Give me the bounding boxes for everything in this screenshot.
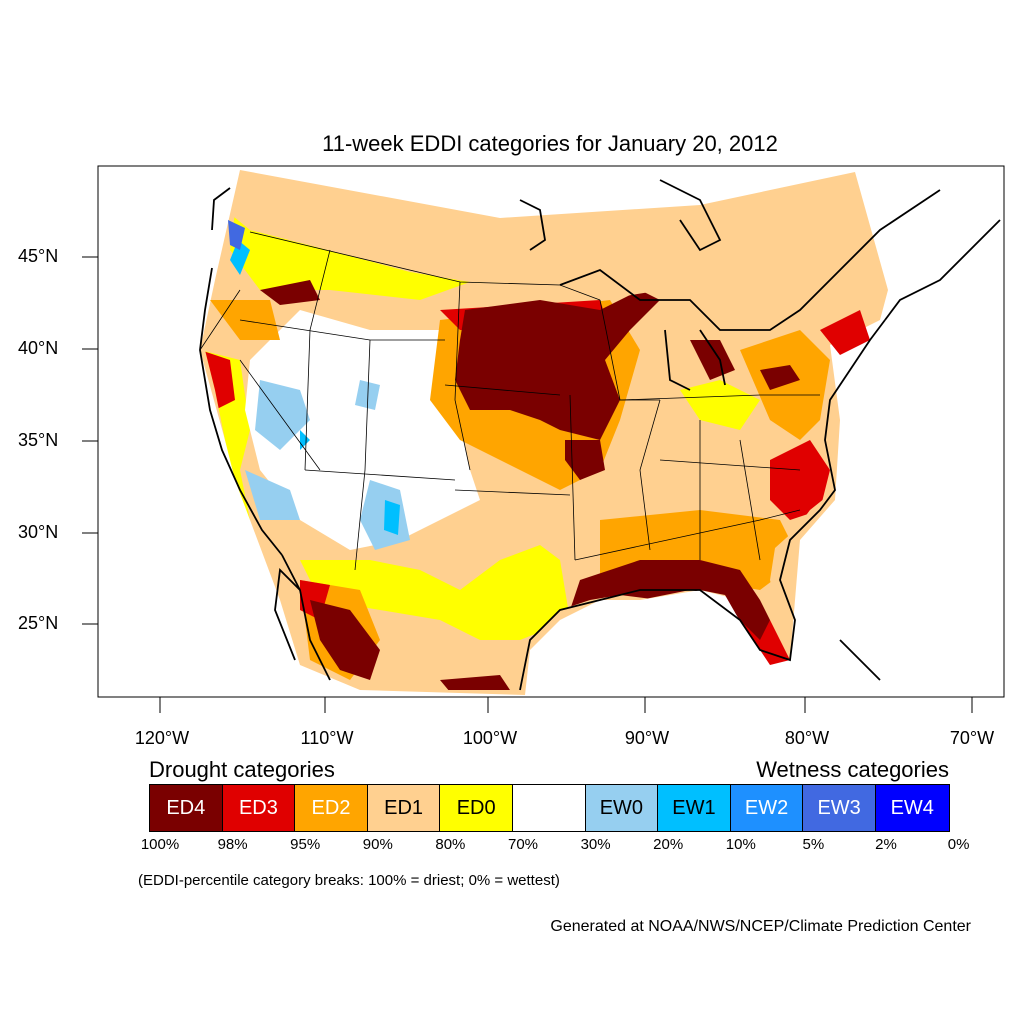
legend-swatch-ew4: EW4 (875, 785, 949, 831)
legend-swatch-ew2: EW2 (730, 785, 804, 831)
percentile-label: 2% (875, 836, 897, 853)
percentile-label: 10% (725, 836, 756, 853)
coastlines (199, 179, 1001, 691)
wetness-categories-title: Wetness categories (756, 757, 949, 782)
region-ew3 (228, 220, 245, 250)
percentile-label: 90% (362, 836, 393, 853)
lon-label: 120°W (134, 728, 190, 748)
lon-label: 80°W (784, 728, 830, 748)
lon-label: 110°W (300, 728, 354, 748)
lat-label: 45°N (18, 246, 59, 266)
credit-line: Generated at NOAA/NWS/NCEP/Climate Predi… (550, 918, 971, 935)
state-boundaries (199, 231, 820, 571)
lat-label: 30°N (18, 522, 59, 542)
lon-label: 100°W (462, 728, 518, 748)
region-ew0 (245, 380, 410, 550)
percentile-label: 0% (947, 836, 970, 853)
legend-swatch-ed3: ED3 (222, 785, 296, 831)
percentile-label: 95% (290, 836, 321, 853)
region-ed4 (260, 220, 800, 690)
lat-label: 40°N (18, 338, 59, 358)
region-ed0 (205, 212, 880, 640)
percentile-label: 5% (802, 836, 825, 853)
percentile-label: 98% (217, 836, 248, 853)
axis-ticks (82, 256, 973, 713)
lat-label: 35°N (18, 430, 59, 450)
map-title: 11-week EDDI categories for January 20, … (322, 131, 778, 156)
legend-swatch-ed1: ED1 (367, 785, 441, 831)
legend-swatch-ew3: EW3 (803, 785, 876, 831)
lon-label: 90°W (624, 728, 670, 748)
percentile-label: 20% (653, 836, 684, 853)
lat-label: 25°N (18, 613, 59, 633)
region-neutral (245, 310, 480, 550)
legend-swatch-ed0: ED0 (440, 785, 513, 831)
percentile-label: 30% (580, 836, 611, 853)
legend-color-bar: ED4 ED3 ED2 ED1 ED0 EW0 EW1 EW2 EW3 EW4 (149, 784, 950, 832)
percentile-label: 70% (507, 836, 539, 853)
region-ed2 (210, 212, 830, 680)
legend-swatch-ed4: ED4 (150, 785, 223, 831)
lon-label: 70°W (949, 728, 995, 748)
legend-swatch-ew0: EW0 (585, 785, 659, 831)
legend-swatch-neutral (512, 785, 586, 831)
legend-swatch-ed2: ED2 (295, 785, 368, 831)
percentile-label: 100% (140, 836, 180, 853)
drought-categories-title: Drought categories (149, 757, 335, 782)
percentile-label: 80% (435, 836, 466, 853)
legend-swatch-ew1: EW1 (658, 785, 731, 831)
category-note: (EDDI-percentile category breaks: 100% =… (138, 872, 560, 889)
